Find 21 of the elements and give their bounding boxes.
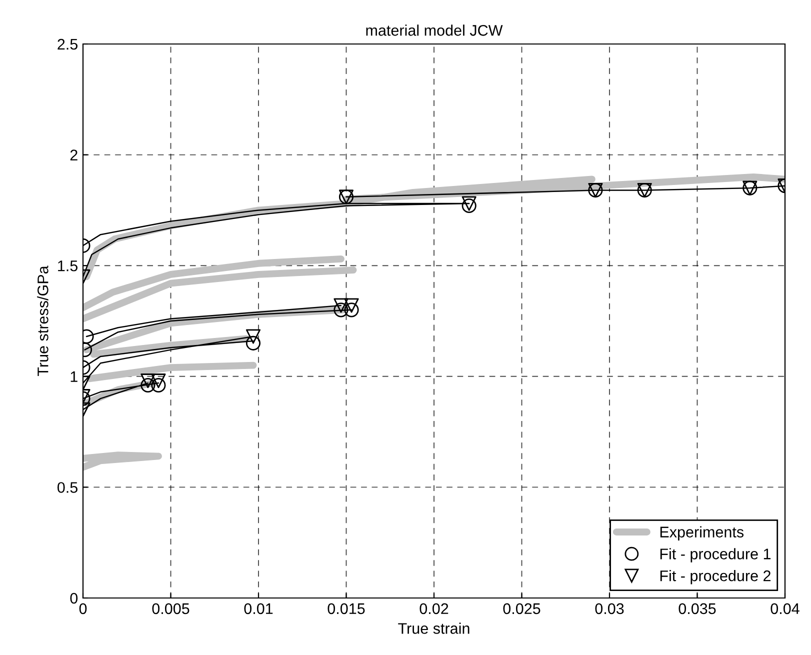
legend-label: Experiments bbox=[660, 526, 744, 540]
x-tick-label: 0.01 bbox=[244, 603, 273, 614]
legend-label: Fit - procedure 1 bbox=[660, 548, 771, 562]
y-tick-label: 2 bbox=[70, 150, 78, 160]
chart-title: material model JCW bbox=[366, 24, 503, 36]
x-axis-title: True strain bbox=[398, 622, 470, 634]
x-tick-label: 0 bbox=[79, 603, 87, 614]
x-tick-label: 0.035 bbox=[678, 603, 716, 614]
legend-label: Fit - procedure 2 bbox=[660, 570, 770, 584]
x-tick-label: 0.02 bbox=[420, 603, 448, 614]
x-tick-label: 0.03 bbox=[595, 603, 624, 614]
y-tick-label: 1.5 bbox=[58, 260, 78, 272]
x-tick-label: 0.005 bbox=[152, 603, 190, 614]
y-tick-label: 1 bbox=[70, 371, 78, 382]
x-tick-label: 0.015 bbox=[328, 603, 365, 614]
y-tick-label: 0 bbox=[70, 592, 78, 604]
x-tick-label: 0.025 bbox=[503, 603, 540, 614]
y-tick-label: 2.5 bbox=[58, 38, 78, 50]
y-axis-title: True stress/GPa bbox=[37, 266, 48, 376]
y-tick-label: 0.5 bbox=[58, 482, 78, 493]
x-tick-label: 0.04 bbox=[770, 603, 800, 614]
